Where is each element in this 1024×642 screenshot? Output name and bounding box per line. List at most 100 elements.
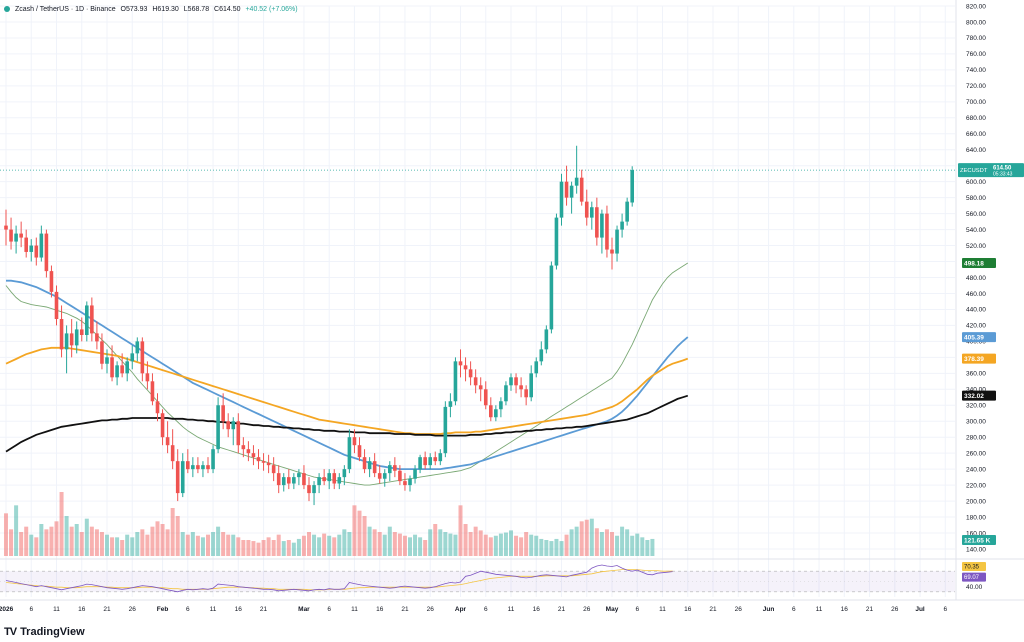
volume-bar xyxy=(59,492,64,556)
candle-body xyxy=(357,445,362,458)
symbol-title[interactable]: Zcash / TetherUS · 1D · Binance xyxy=(14,6,116,13)
ma-value-badge-label: 332.02 xyxy=(964,393,984,400)
rsi-tick-label: 40.00 xyxy=(966,584,983,591)
candle-body xyxy=(4,225,8,230)
volume-bar xyxy=(610,532,614,556)
candle-body xyxy=(367,461,372,470)
candle-body xyxy=(458,361,463,366)
candle-body xyxy=(514,377,518,386)
volume-bar xyxy=(206,534,210,556)
candle-body xyxy=(64,333,69,350)
volume-bar xyxy=(24,526,29,556)
time-tick-label: 6 xyxy=(943,606,947,613)
rsi-badge-label: 69.07 xyxy=(964,575,980,581)
candle-body xyxy=(130,353,135,362)
market-status-icon xyxy=(4,6,10,13)
price-tick-label: 640.00 xyxy=(966,147,986,154)
candle-body xyxy=(509,377,513,386)
candle-body xyxy=(191,465,195,470)
volume-bar xyxy=(635,533,640,556)
price-tick-label: 820.00 xyxy=(966,3,986,10)
tradingview-brand[interactable]: TV TradingView xyxy=(4,626,85,638)
volume-bar xyxy=(236,537,241,556)
candle-body xyxy=(226,421,230,430)
volume-bar xyxy=(514,535,519,556)
volume-bar xyxy=(372,529,377,556)
time-tick-label: 6 xyxy=(635,606,639,613)
volume-bar xyxy=(322,533,327,556)
price-tick-label: 720.00 xyxy=(966,83,986,90)
volume-bar xyxy=(296,538,301,556)
volume-bar xyxy=(246,540,251,556)
volume-bar xyxy=(569,529,574,556)
candle-body xyxy=(544,329,549,350)
candle-body xyxy=(14,233,18,242)
volume-bar xyxy=(503,532,508,556)
volume-bar xyxy=(44,529,49,556)
volume-badge-label: 121.65 K xyxy=(964,537,991,544)
candle-body xyxy=(180,461,185,494)
candle-body xyxy=(559,181,564,218)
time-tick-label: 16 xyxy=(235,606,243,613)
brand-name: TradingView xyxy=(20,626,85,638)
candle-body xyxy=(408,478,412,486)
price-tick-label: 700.00 xyxy=(966,99,986,106)
candle-body xyxy=(90,305,94,334)
candle-body xyxy=(342,469,347,478)
candle-body xyxy=(297,473,301,478)
rsi-ma-badge xyxy=(962,561,986,571)
candle-body xyxy=(463,365,468,370)
volume-bar xyxy=(549,541,554,556)
volume-bar xyxy=(579,521,584,556)
candle-body xyxy=(251,453,256,458)
time-tick-label: 11 xyxy=(351,606,358,613)
volume-bar xyxy=(241,540,246,556)
price-tick-label: 420.00 xyxy=(966,323,986,330)
volume-bar xyxy=(39,524,44,556)
candle-body xyxy=(625,201,629,222)
candle-body xyxy=(327,473,331,482)
ma-value-badge xyxy=(962,353,996,364)
candle-body xyxy=(216,405,220,450)
volume-bar xyxy=(554,538,559,556)
volume-bar xyxy=(19,532,24,556)
volume-bar xyxy=(226,534,231,556)
ohlc-close: C614.50 xyxy=(214,6,241,13)
candle-body xyxy=(120,365,124,374)
candle-body xyxy=(377,473,382,479)
volume-bar xyxy=(387,526,392,556)
time-tick-label: 16 xyxy=(684,606,692,613)
candle-body xyxy=(34,245,39,258)
candle-body xyxy=(211,449,215,470)
volume-bar xyxy=(397,533,402,556)
volume-bar xyxy=(54,521,59,556)
candle-body xyxy=(206,465,210,470)
candle-body xyxy=(236,421,241,446)
candle-body xyxy=(529,373,533,398)
ohlc-open: O573.93 xyxy=(120,6,148,13)
volume-bar xyxy=(14,505,19,556)
time-tick-label: 16 xyxy=(376,606,384,613)
candle-body xyxy=(271,465,276,474)
price-tick-label: 160.00 xyxy=(966,530,986,537)
price-tick-label: 780.00 xyxy=(966,35,986,42)
volume-bar xyxy=(498,533,503,556)
candle-body xyxy=(372,461,377,474)
time-tick-label: 11 xyxy=(659,606,666,613)
time-tick-label: 21 xyxy=(260,606,268,613)
volume-bar xyxy=(468,532,473,556)
volume-bar xyxy=(251,541,256,556)
volume-bar xyxy=(221,532,226,556)
candle-body xyxy=(201,465,205,470)
candle-body xyxy=(595,207,599,238)
candle-body xyxy=(403,481,407,486)
time-tick-label: 26 xyxy=(583,606,591,613)
volume-bar xyxy=(534,535,539,556)
price-tick-label: 240.00 xyxy=(966,466,986,473)
volume-bar xyxy=(362,516,367,556)
volume-bar xyxy=(559,541,564,556)
volume-bar xyxy=(402,535,407,556)
time-tick-label: 26 xyxy=(427,606,435,613)
